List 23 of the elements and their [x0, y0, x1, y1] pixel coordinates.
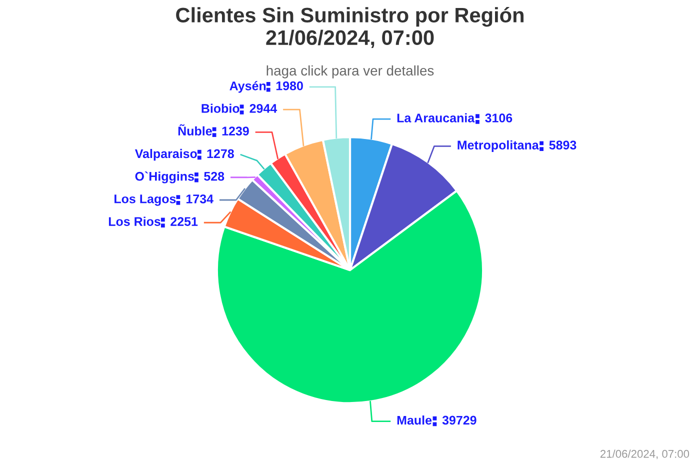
chart-subtitle: haga click para ver detalles [266, 65, 434, 78]
slice-label: Los Lagos [114, 194, 176, 206]
data-label: 528 [204, 172, 224, 181]
data-label: 2251 [170, 217, 198, 226]
data-label: 1239 [222, 126, 249, 136]
data-label: 3106 [485, 114, 512, 122]
slice-label: Los Rios [108, 216, 160, 226]
text: 21/06/2024, 07:00 [600, 450, 690, 460]
slice-label: Biobio [202, 104, 240, 113]
slice-label: Valparaiso [134, 148, 197, 161]
data-label: 39729 [442, 416, 476, 425]
data-label: 5893 [549, 140, 576, 150]
slice-label: Ñuble [178, 124, 212, 136]
data-label: 2944 [250, 104, 278, 113]
data-label: 1980 [276, 81, 303, 90]
slice-label: O`Higgins [135, 171, 194, 184]
slice-label: La Araucania [397, 113, 475, 122]
slice-label: Maule [397, 415, 432, 425]
data-label: 1734 [186, 194, 214, 204]
slice-label: Aysén [230, 81, 266, 93]
slice-label: Metropolitana [458, 140, 539, 152]
data-label: 1278 [207, 149, 234, 158]
chart-title: Clientes Sin Suministro por Región 21/06/2024, 07:00 [176, 7, 524, 48]
